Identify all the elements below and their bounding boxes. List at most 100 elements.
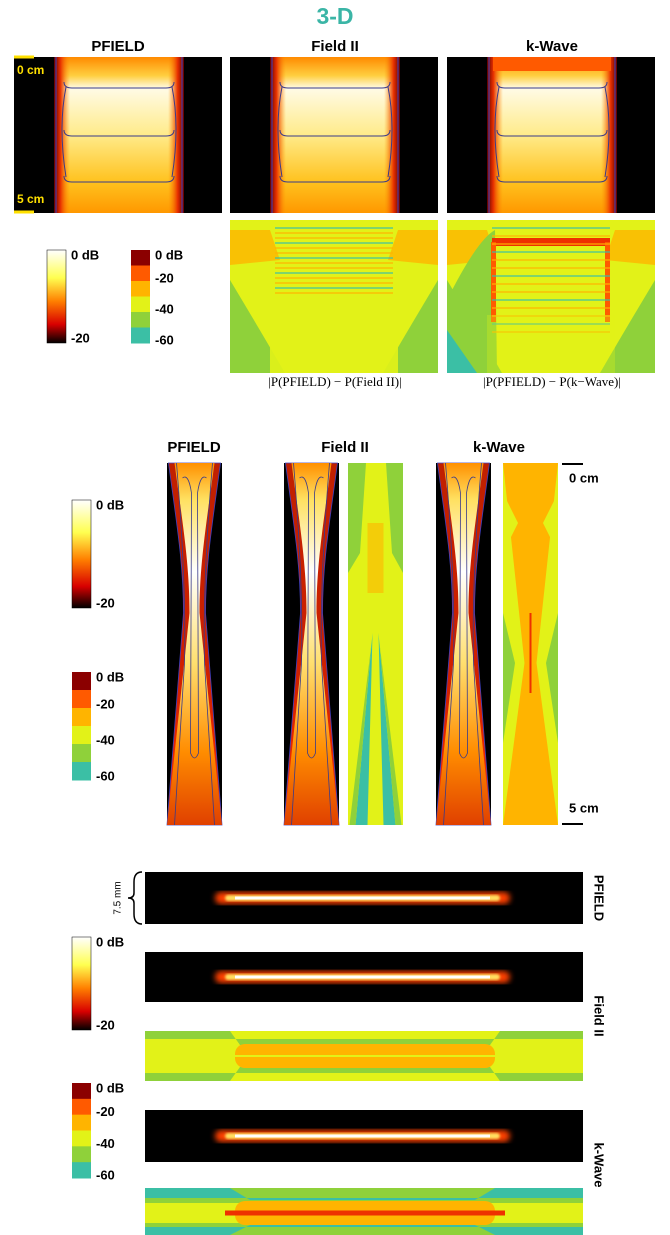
colorbar-label: -60 xyxy=(155,333,174,348)
contour xyxy=(494,86,610,178)
depth-label: 0 cm xyxy=(17,63,44,77)
diff-region xyxy=(145,1225,583,1235)
colorbar-label: -20 xyxy=(71,330,90,345)
colorbar-label: 0 dB xyxy=(71,247,99,262)
contour xyxy=(63,129,175,137)
diff-region xyxy=(447,230,497,373)
diff-region xyxy=(230,230,438,265)
contour xyxy=(63,81,175,89)
row-label: Field II xyxy=(592,995,607,1036)
diff-stripe xyxy=(491,242,496,322)
colorbar-block xyxy=(72,1162,91,1179)
figure-title: 3-D xyxy=(316,3,353,29)
colorbar-block xyxy=(72,1114,91,1131)
colorbar-block xyxy=(72,672,91,691)
colorbar-label: -40 xyxy=(96,732,115,747)
beam-core xyxy=(235,896,490,900)
contour xyxy=(451,476,476,759)
colorbar-label: -20 xyxy=(96,1104,115,1119)
contour xyxy=(277,86,393,178)
contour xyxy=(61,86,177,178)
diff-region xyxy=(447,330,477,373)
contour xyxy=(174,462,215,826)
depth-label: 0 cm xyxy=(569,470,599,485)
colorbar-label: -40 xyxy=(96,1136,115,1151)
row-label: k-Wave xyxy=(592,1142,607,1187)
colorbar-block xyxy=(131,327,150,344)
beam-core xyxy=(235,1134,490,1138)
column-title: k-Wave xyxy=(526,38,578,55)
contour xyxy=(279,81,391,89)
column-title: k-Wave xyxy=(473,439,525,456)
contour xyxy=(496,175,608,183)
contour xyxy=(63,175,175,183)
colorbar-block xyxy=(72,726,91,745)
colorbar-label: 0 dB xyxy=(96,497,124,512)
diff-region xyxy=(487,315,615,373)
beam-core xyxy=(436,463,491,825)
column-title: Field II xyxy=(311,38,359,55)
width-label: 7.5 mm xyxy=(113,881,124,914)
depth-label: 5 cm xyxy=(569,800,599,815)
column-title: Field II xyxy=(321,439,369,456)
colorbar-label: -20 xyxy=(96,595,115,610)
contour xyxy=(279,129,391,137)
beam-band xyxy=(274,57,396,213)
beam-core xyxy=(284,463,339,825)
colorbar-block xyxy=(131,296,150,313)
diff-region xyxy=(145,1031,583,1081)
colorbar xyxy=(71,936,92,1031)
colorbar xyxy=(71,499,92,609)
beam-band xyxy=(58,57,180,213)
colorbar-label: 0 dB xyxy=(96,1080,124,1095)
colorbar xyxy=(46,249,67,344)
diff-stripe xyxy=(605,242,610,322)
colorbar-block xyxy=(72,744,91,763)
brace xyxy=(127,871,143,925)
colorbar-block xyxy=(131,250,150,266)
colorbar-block xyxy=(131,312,150,328)
diff-stripe xyxy=(492,238,610,246)
colorbar-block xyxy=(72,1130,91,1147)
caption: |P(PFIELD) − P(k−Wave)| xyxy=(483,374,621,389)
diff-region xyxy=(503,493,558,553)
contour xyxy=(299,476,324,759)
beam-core xyxy=(235,975,490,979)
colorbar-block xyxy=(72,690,91,709)
colorbar-label: -60 xyxy=(96,1168,115,1183)
beam-band xyxy=(491,57,613,213)
colorbar-block xyxy=(72,762,91,781)
diff-region xyxy=(349,643,402,825)
contour xyxy=(443,462,484,826)
contour xyxy=(279,175,391,183)
diff-region xyxy=(145,1188,583,1200)
diff-region xyxy=(367,523,384,593)
beam-core xyxy=(167,463,222,825)
colorbar-label: -20 xyxy=(96,1017,115,1032)
row-label: PFIELD xyxy=(592,875,607,921)
near-field-band xyxy=(493,57,611,71)
caption: |P(PFIELD) − P(Field II)| xyxy=(268,374,402,389)
colorbar-label: -40 xyxy=(155,302,174,317)
diff-region xyxy=(348,463,403,573)
colorbar-block xyxy=(131,265,150,282)
image-layer: 0 cm 5 cm 0 dB -20 0 dB -20 -40 -60 0 dB -20 0 dB -… xyxy=(14,55,655,1235)
column-title: PFIELD xyxy=(167,439,221,456)
colorbar-label: 0 dB xyxy=(96,669,124,684)
colorbar-label: -20 xyxy=(96,696,115,711)
colorbar-block xyxy=(72,1146,91,1163)
contour xyxy=(291,462,332,826)
contour xyxy=(182,476,207,759)
column-title: PFIELD xyxy=(91,38,145,55)
colorbar-label: 0 dB xyxy=(96,934,124,949)
colorbar-block xyxy=(72,708,91,727)
depth-label: 5 cm xyxy=(17,192,44,206)
colorbar-label: 0 dB xyxy=(155,247,183,262)
diff-region xyxy=(600,280,655,373)
contour xyxy=(496,129,608,137)
colorbar-block xyxy=(72,1083,91,1100)
colorbar-label: -60 xyxy=(96,768,115,783)
colorbar-label: -20 xyxy=(155,271,174,286)
contour xyxy=(496,81,608,89)
